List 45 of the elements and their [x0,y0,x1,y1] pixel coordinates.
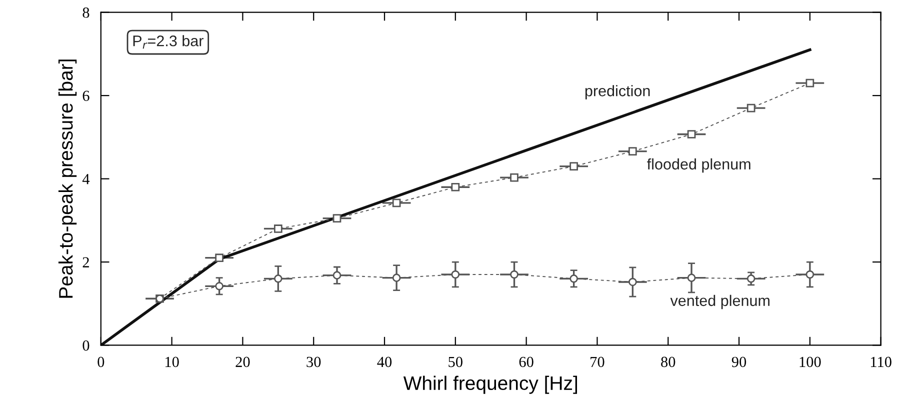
y-tick-label: 8 [82,7,90,18]
x-tick-label: 10 [166,356,179,368]
point [628,147,637,156]
x-tick-label: 70 [590,356,604,368]
x-tick-label: 80 [661,356,676,368]
point [687,130,696,138]
x-axis-title: Whirl frequency [Hz] [403,376,577,394]
point [451,270,460,279]
point [215,254,224,262]
point [332,214,342,222]
y-axis-title: Peak-to-peak pressure [bar] [58,60,77,298]
point [510,270,518,279]
x-tick-label: 40 [377,356,392,368]
x-tick-label: 50 [448,356,462,368]
point [510,173,518,182]
point [628,278,637,286]
point [806,270,814,279]
point [332,271,342,280]
x-tick-label: 60 [519,356,534,368]
point [392,274,401,282]
x-tick-label: 30 [306,356,321,368]
x-tick-label: 110 [870,356,892,368]
annotation: P$_{r}$=2.3 bar [133,35,204,49]
point [274,274,282,283]
point [215,282,224,290]
x-tick-label: 20 [236,356,250,368]
x-tick-label: 90 [732,356,746,368]
point [570,162,578,170]
point [570,274,578,283]
point [746,274,756,283]
annotation: prediction [585,85,650,100]
y-tick-label: 6 [82,90,90,102]
annotation: flooded plenum [647,158,750,173]
x-tick-label: 100 [800,356,821,368]
point [746,104,756,112]
point [687,274,696,282]
point [806,78,814,88]
y-tick-label: 4 [82,174,90,184]
annotation: vented plenum [670,294,770,310]
x-tick-label: 0 [98,356,104,368]
y-tick-label: 2 [82,257,89,268]
point [451,182,460,192]
point [274,224,282,233]
point [392,198,401,208]
y-tick-label: 0 [82,340,90,351]
